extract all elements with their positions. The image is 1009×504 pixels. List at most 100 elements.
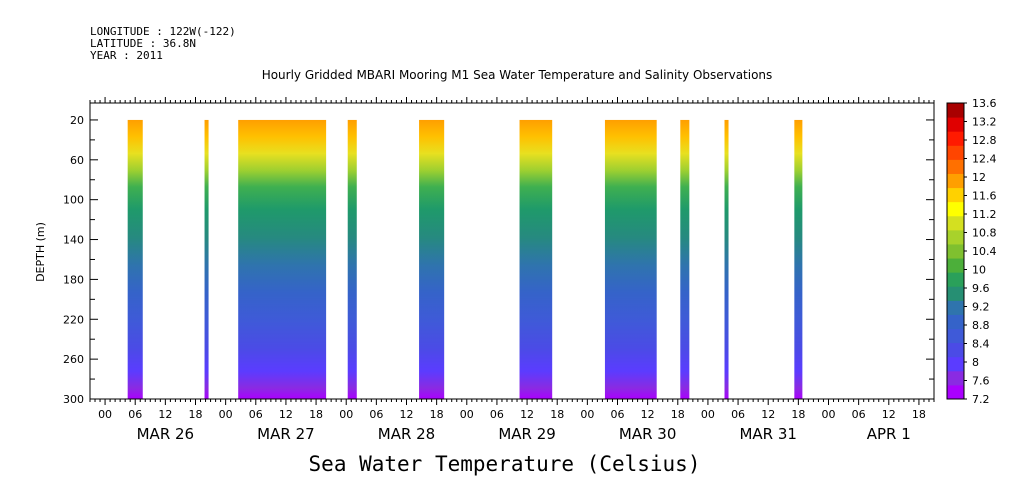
y-tick-label: 60 <box>70 154 84 167</box>
colorbar-swatch <box>947 201 964 217</box>
observation-segment <box>519 119 553 400</box>
colorbar-swatch <box>947 328 964 344</box>
x-hour-label: 00 <box>460 408 474 421</box>
colorbar-swatch <box>947 159 964 174</box>
y-tick-label: 20 <box>70 114 84 127</box>
colorbar-label: 10.8 <box>972 227 997 240</box>
colorbar: 13.6 13.2 12.8 12.4 12 11.6 11.2 10.8 10.4 10 9.6 9… <box>946 97 997 406</box>
y-tick-label: 100 <box>63 194 84 207</box>
longitude-label: LONGITUDE : 122W(-122) <box>90 25 236 38</box>
observation-segment <box>724 119 729 400</box>
year-label: YEAR : 2011 <box>90 49 163 62</box>
colorbar-swatch <box>947 131 964 146</box>
x-hour-label: 18 <box>791 408 805 421</box>
plot-frame <box>89 102 935 400</box>
colorbar-swatch <box>947 314 964 330</box>
colorbar-swatch <box>947 272 964 287</box>
x-hour-label: 00 <box>701 408 715 421</box>
colorbar-label: 8.8 <box>972 319 990 332</box>
x-hour-label: 12 <box>520 408 534 421</box>
x-hour-label: 12 <box>279 408 293 421</box>
y-tick-label: 260 <box>63 353 84 366</box>
colorbar-swatch <box>947 215 964 231</box>
data-layer <box>127 119 803 400</box>
x-day-label: MAR 26 <box>137 425 194 443</box>
colorbar-swatch <box>947 300 964 315</box>
colorbar-label: 7.2 <box>972 393 990 406</box>
x-hour-label: 18 <box>309 408 323 421</box>
colorbar-swatch <box>947 258 964 273</box>
colorbar-swatch <box>947 187 964 203</box>
x-hour-label: 18 <box>430 408 444 421</box>
colorbar-swatch <box>947 145 964 160</box>
x-day-label: MAR 31 <box>739 425 796 443</box>
observation-segment <box>604 119 657 400</box>
colorbar-label: 10.4 <box>972 245 997 258</box>
y-tick-label: 300 <box>63 393 84 406</box>
colorbar-swatch <box>947 103 964 118</box>
x-day-label: MAR 29 <box>498 425 555 443</box>
x-hour-label: 06 <box>249 408 263 421</box>
x-hour-label: 06 <box>369 408 383 421</box>
colorbar-swatch <box>947 342 964 358</box>
x-day-label: MAR 30 <box>619 425 676 443</box>
x-hour-label: 18 <box>912 408 926 421</box>
x-hour-label: 18 <box>550 408 564 421</box>
x-day-label: MAR 28 <box>378 425 435 443</box>
colorbar-label: 8.4 <box>972 338 990 351</box>
x-hour-label: 06 <box>852 408 866 421</box>
colorbar-swatch <box>947 356 964 372</box>
colorbar-label: 10 <box>972 264 986 277</box>
x-hour-label: 12 <box>400 408 414 421</box>
observation-segment <box>204 119 209 400</box>
colorbar-swatch <box>947 173 964 189</box>
x-hour-label: 12 <box>641 408 655 421</box>
x-hour-label: 12 <box>882 408 896 421</box>
observation-segment <box>238 119 327 400</box>
colorbar-label: 8 <box>972 356 979 369</box>
x-hour-label: 12 <box>761 408 775 421</box>
colorbar-swatch <box>947 117 964 132</box>
y-tick-label: 220 <box>63 313 84 326</box>
x-day-label: APR 1 <box>867 425 911 443</box>
colorbar-swatch <box>947 370 964 386</box>
x-hour-label: 00 <box>822 408 836 421</box>
x-hour-label: 06 <box>128 408 142 421</box>
x-axis: 00 06 12 18 00 06 12 18 00 06 12 18 00 06 12 18 00 06 12 18… <box>89 97 935 443</box>
colorbar-label: 9.6 <box>972 282 990 295</box>
colorbar-label: Sea Water Temperature (Celsius) <box>308 452 701 476</box>
colorbar-label: 9.2 <box>972 301 990 314</box>
observation-segment <box>127 119 143 400</box>
x-hour-label: 06 <box>611 408 625 421</box>
y-axis: 20 60 100 140 180 220 260 300 <box>63 114 934 406</box>
x-hour-label: 00 <box>580 408 594 421</box>
colorbar-label: 13.6 <box>972 97 997 110</box>
colorbar-swatch <box>947 286 964 301</box>
observation-segment <box>680 119 690 400</box>
colorbar-label: 11.2 <box>972 208 997 221</box>
latitude-label: LATITUDE : 36.8N <box>90 37 196 50</box>
colorbar-label: 12.8 <box>972 134 997 147</box>
colorbar-label: 11.6 <box>972 190 997 203</box>
x-day-label: MAR 27 <box>257 425 314 443</box>
x-hour-label: 00 <box>219 408 233 421</box>
y-axis-label: DEPTH (m) <box>34 222 47 282</box>
observation-segment <box>419 119 445 400</box>
colorbar-swatch <box>947 384 964 400</box>
colorbar-swatch <box>947 243 964 259</box>
colorbar-label: 12 <box>972 171 986 184</box>
colorbar-label: 7.6 <box>972 375 990 388</box>
x-hour-label: 12 <box>158 408 172 421</box>
x-hour-label: 18 <box>671 408 685 421</box>
y-tick-label: 140 <box>63 234 84 247</box>
colorbar-swatch <box>947 229 964 245</box>
observation-segment <box>794 119 803 400</box>
x-hour-label: 06 <box>731 408 745 421</box>
x-hour-label: 18 <box>189 408 203 421</box>
x-hour-label: 00 <box>98 408 112 421</box>
observation-segment <box>347 119 357 400</box>
chart-title: Hourly Gridded MBARI Mooring M1 Sea Wate… <box>261 68 773 82</box>
colorbar-label: 13.2 <box>972 116 997 129</box>
x-hour-label: 00 <box>339 408 353 421</box>
colorbar-label: 12.4 <box>972 153 997 166</box>
